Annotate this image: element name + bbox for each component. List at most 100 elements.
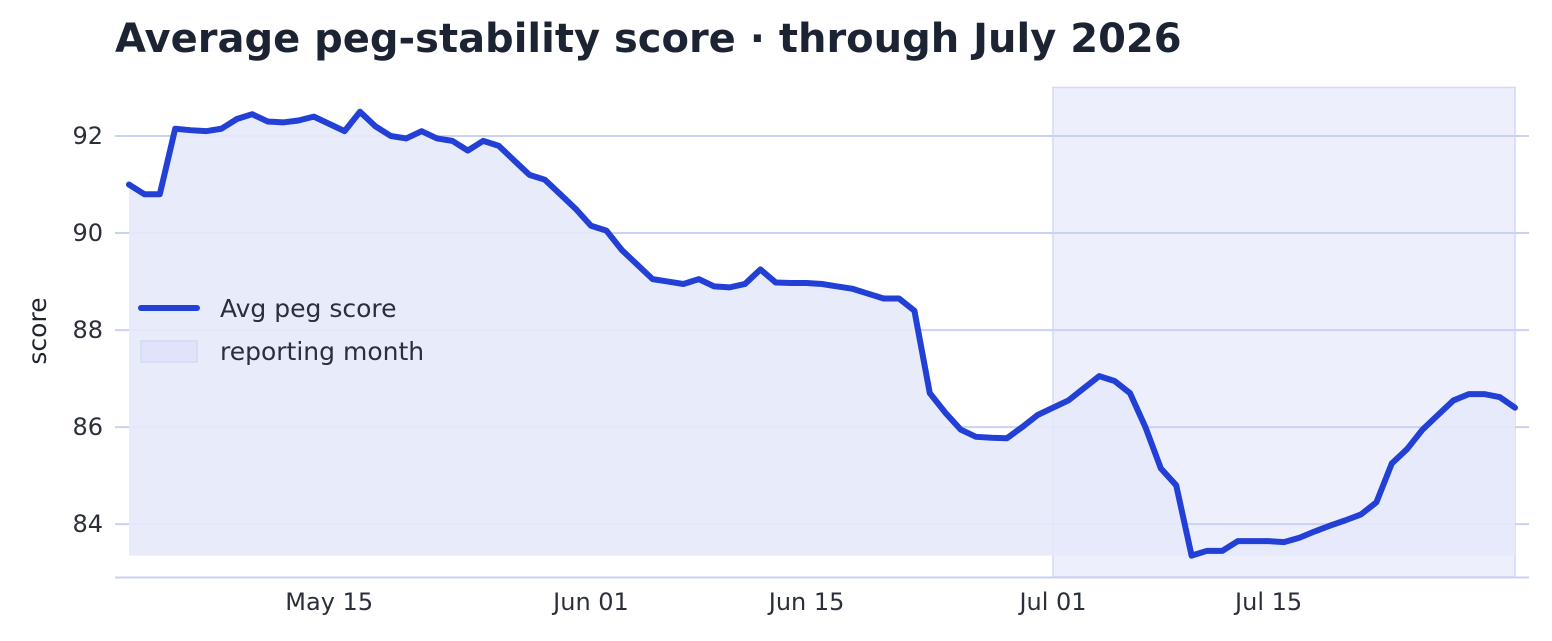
data-point	[434, 135, 440, 141]
data-point	[1312, 528, 1318, 534]
data-point	[942, 410, 948, 416]
data-point	[1389, 460, 1395, 466]
y-tick-label: 90	[72, 219, 103, 247]
data-point	[1281, 539, 1287, 545]
data-point	[557, 191, 563, 197]
y-tick-label: 88	[72, 316, 103, 344]
y-tick-label: 92	[72, 122, 103, 150]
data-point	[757, 266, 763, 272]
data-point	[388, 133, 394, 139]
legend-label-series: Avg peg score	[220, 294, 397, 323]
data-point	[218, 126, 224, 132]
data-point	[1035, 412, 1041, 418]
data-point	[958, 427, 964, 433]
data-point	[1358, 511, 1364, 517]
data-point	[1019, 424, 1025, 430]
data-point	[1450, 397, 1456, 403]
data-point	[773, 280, 779, 286]
data-point	[1112, 378, 1118, 384]
data-point	[141, 191, 147, 197]
x-tick-label: Jul 01	[1017, 588, 1086, 616]
data-point	[834, 283, 840, 289]
data-point	[911, 308, 917, 314]
data-point	[742, 281, 748, 287]
data-point	[1512, 405, 1518, 411]
data-point	[449, 138, 455, 144]
data-point	[927, 390, 933, 396]
data-point	[819, 281, 825, 287]
data-point	[1081, 385, 1087, 391]
data-point	[280, 119, 286, 125]
data-point	[1050, 405, 1056, 411]
y-tick-label: 86	[72, 413, 103, 441]
data-point	[1127, 390, 1133, 396]
data-point	[1497, 394, 1503, 400]
data-point	[342, 128, 348, 134]
data-point	[588, 223, 594, 229]
data-point	[372, 123, 378, 129]
data-point	[480, 138, 486, 144]
data-point	[311, 114, 317, 120]
data-point	[234, 116, 240, 122]
data-point	[573, 206, 579, 212]
series-area-fill	[129, 111, 1515, 556]
data-point	[603, 228, 609, 234]
data-point	[680, 281, 686, 287]
data-point	[1420, 427, 1426, 433]
data-point	[265, 118, 271, 124]
data-point	[988, 435, 994, 441]
data-point	[419, 128, 425, 134]
data-point	[696, 276, 702, 282]
legend-band-swatch	[140, 340, 198, 363]
data-point	[188, 127, 194, 133]
data-point	[357, 109, 363, 115]
data-point	[126, 182, 132, 188]
data-point	[157, 191, 163, 197]
data-point	[634, 262, 640, 268]
data-point	[295, 117, 301, 123]
data-point	[403, 135, 409, 141]
data-point	[973, 434, 979, 440]
data-point	[1266, 538, 1272, 544]
data-point	[711, 283, 717, 289]
legend-label-reporting-month: reporting month	[220, 337, 424, 366]
data-point	[326, 121, 332, 127]
data-point	[249, 111, 255, 117]
data-point	[788, 280, 794, 286]
x-tick-label: Jun 15	[767, 588, 845, 616]
x-tick-label: Jul 15	[1233, 588, 1302, 616]
data-point	[727, 284, 733, 290]
data-point	[542, 177, 548, 183]
data-point	[1296, 535, 1302, 541]
data-point	[1142, 424, 1148, 430]
data-point	[526, 172, 532, 178]
data-point	[1158, 465, 1164, 471]
data-point	[1004, 435, 1010, 441]
data-point	[896, 296, 902, 302]
y-axis-label: score	[23, 297, 52, 364]
data-point	[1204, 548, 1210, 554]
x-tick-label: Jun 01	[551, 588, 629, 616]
data-point	[172, 126, 178, 132]
data-point	[1065, 397, 1071, 403]
data-point	[1435, 412, 1441, 418]
y-tick-label: 84	[72, 510, 103, 538]
chart-title: Average peg-stability score · through Ju…	[115, 16, 1182, 62]
data-point	[1173, 482, 1179, 488]
data-point	[511, 157, 517, 163]
data-point	[850, 286, 856, 292]
data-point	[1404, 446, 1410, 452]
data-point	[465, 148, 471, 154]
data-point	[1096, 373, 1102, 379]
data-point	[650, 276, 656, 282]
data-point	[1189, 553, 1195, 559]
data-point	[1327, 523, 1333, 529]
data-point	[1250, 538, 1256, 544]
data-point	[665, 279, 671, 285]
data-point	[496, 143, 502, 149]
data-point	[804, 280, 810, 286]
data-point	[865, 291, 871, 297]
x-tick-label: May 15	[285, 588, 373, 616]
